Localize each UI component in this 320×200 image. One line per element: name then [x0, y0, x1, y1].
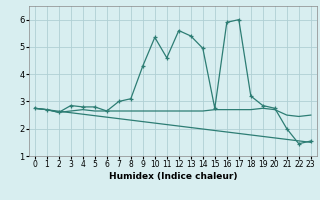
- X-axis label: Humidex (Indice chaleur): Humidex (Indice chaleur): [108, 172, 237, 181]
